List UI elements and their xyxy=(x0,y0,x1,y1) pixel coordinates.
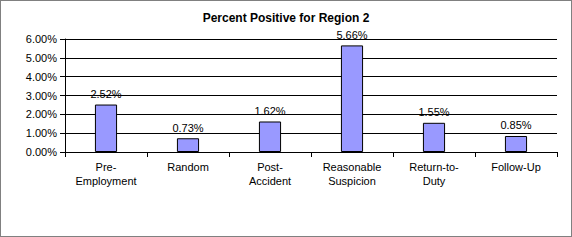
svg-text:1.62%: 1.62% xyxy=(254,105,285,117)
svg-text:Return-to-: Return-to- xyxy=(409,161,459,173)
svg-text:5.00%: 5.00% xyxy=(26,52,57,64)
svg-text:0.73%: 0.73% xyxy=(172,122,203,134)
svg-text:4.00%: 4.00% xyxy=(26,71,57,83)
svg-text:Reasonable: Reasonable xyxy=(323,161,382,173)
svg-text:Duty: Duty xyxy=(423,175,446,187)
svg-text:Suspicion: Suspicion xyxy=(328,175,376,187)
svg-text:2.00%: 2.00% xyxy=(26,108,57,120)
svg-text:5.66%: 5.66% xyxy=(336,29,367,41)
svg-text:1.00%: 1.00% xyxy=(26,127,57,139)
svg-text:Pre-: Pre- xyxy=(96,161,117,173)
svg-text:Follow-Up: Follow-Up xyxy=(491,161,541,173)
svg-text:3.00%: 3.00% xyxy=(26,90,57,102)
svg-text:0.85%: 0.85% xyxy=(500,119,531,131)
svg-text:Percent Positive for Region 2: Percent Positive for Region 2 xyxy=(203,11,370,25)
svg-text:Post-: Post- xyxy=(257,161,283,173)
svg-text:0.00%: 0.00% xyxy=(26,146,57,158)
svg-text:1.55%: 1.55% xyxy=(418,106,449,118)
svg-text:Random: Random xyxy=(167,161,209,173)
svg-text:6.00%: 6.00% xyxy=(26,33,57,45)
svg-text:Employment: Employment xyxy=(75,175,136,187)
svg-text:2.52%: 2.52% xyxy=(90,88,121,100)
svg-text:Accident: Accident xyxy=(249,175,291,187)
